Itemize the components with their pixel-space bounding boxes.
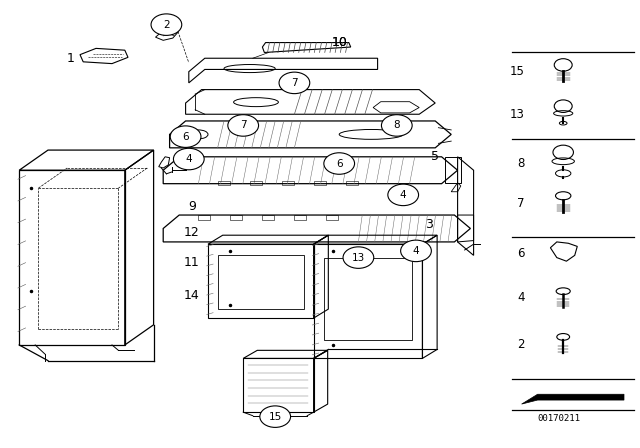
Bar [282,181,294,185]
Text: 7: 7 [240,121,246,130]
Text: 13: 13 [352,253,365,263]
Bar [230,215,242,220]
Bar [314,181,326,185]
Text: 6: 6 [336,159,342,168]
Circle shape [173,148,204,170]
Text: 3: 3 [425,217,433,231]
Bar [218,181,230,185]
Bar [346,181,358,185]
Text: 9: 9 [188,199,196,213]
Circle shape [228,115,259,136]
Circle shape [401,240,431,262]
Bar [294,215,306,220]
Text: 2: 2 [517,338,525,352]
Text: 7: 7 [517,197,525,211]
Text: 13: 13 [510,108,525,121]
Bar [324,258,412,340]
Text: 2: 2 [163,20,170,30]
Circle shape [151,14,182,35]
Bar [250,181,262,185]
Text: 8: 8 [394,121,400,130]
Text: 11: 11 [184,255,200,269]
Circle shape [388,184,419,206]
Bar [218,255,304,309]
Circle shape [381,115,412,136]
Text: 4: 4 [413,246,419,256]
Text: 15: 15 [510,65,525,78]
Text: 14: 14 [184,289,200,302]
Text: 7: 7 [291,78,298,88]
Text: 4: 4 [186,154,192,164]
Text: 4: 4 [517,291,525,305]
Circle shape [324,153,355,174]
Text: 4: 4 [400,190,406,200]
Text: 15: 15 [269,412,282,422]
Text: 10: 10 [332,36,347,49]
Text: 6: 6 [182,132,189,142]
Bar [326,215,338,220]
Text: 8: 8 [517,157,525,170]
Text: 5: 5 [431,150,439,164]
Circle shape [343,247,374,268]
Bar [198,215,210,220]
Circle shape [279,72,310,94]
Text: 12: 12 [184,226,200,240]
Circle shape [260,406,291,427]
Text: 6: 6 [517,246,525,260]
Polygon shape [522,394,624,404]
Circle shape [170,126,201,147]
Bar [262,215,274,220]
Text: 00170211: 00170211 [538,414,580,423]
Text: 1: 1 [67,52,74,65]
Text: 10: 10 [332,36,347,49]
